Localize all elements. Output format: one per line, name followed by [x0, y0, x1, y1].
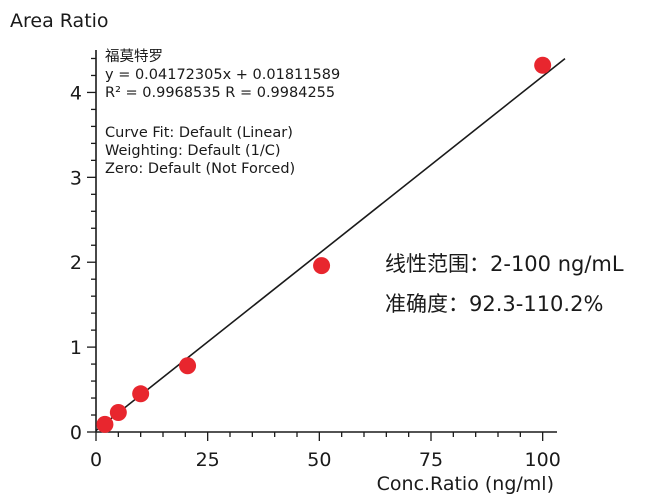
curve-fit-setting: Curve Fit: Default (Linear) — [105, 125, 293, 141]
compound-name: 福莫特罗 — [105, 49, 163, 65]
x-tick-label: 25 — [196, 449, 220, 471]
x-axis-label: Conc.Ratio (ng/ml) — [376, 473, 554, 495]
y-tick-label: 4 — [70, 82, 82, 104]
fit-line — [95, 57, 566, 432]
y-tick-label: 3 — [70, 167, 82, 189]
fit-settings-annotation: Curve Fit: Default (Linear) Weighting: D… — [105, 124, 295, 178]
y-tick-label: 1 — [70, 337, 82, 359]
data-point — [534, 56, 552, 74]
y-tick-label: 2 — [70, 252, 82, 274]
zero-setting: Zero: Default (Not Forced) — [105, 161, 296, 177]
regression-annotation: 福莫特罗 y = 0.04172305x + 0.01811589 R² = 0… — [105, 48, 340, 102]
accuracy-note: 准确度：92.3-110.2% — [385, 292, 604, 316]
data-points — [96, 56, 552, 433]
data-point — [313, 257, 331, 275]
x-tick-label: 75 — [419, 449, 443, 471]
data-point — [132, 385, 150, 403]
data-point — [179, 357, 197, 375]
y-tick-label: 0 — [70, 422, 82, 444]
ticks: 0 25 50 75 100 0 1 2 3 4 — [70, 57, 561, 471]
data-point — [96, 415, 114, 433]
correlation-values: R² = 0.9968535 R = 0.9984255 — [105, 85, 336, 101]
x-tick-label: 50 — [307, 449, 331, 471]
weighting-setting: Weighting: Default (1/C) — [105, 143, 281, 159]
x-tick-label: 0 — [90, 449, 102, 471]
x-tick-label: 100 — [525, 449, 561, 471]
data-point — [109, 403, 127, 421]
regression-equation: y = 0.04172305x + 0.01811589 — [105, 67, 341, 83]
axes — [95, 50, 557, 433]
y-axis-label: Area Ratio — [10, 10, 109, 32]
linear-range-note: 线性范围：2-100 ng/mL — [385, 252, 624, 276]
